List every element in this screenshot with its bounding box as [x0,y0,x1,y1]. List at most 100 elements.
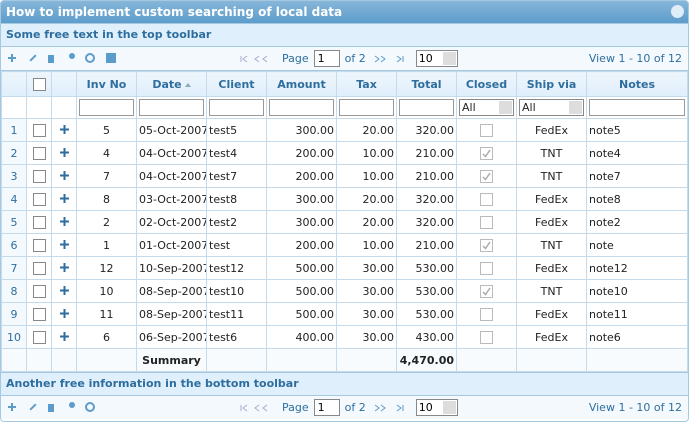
expand-icon[interactable] [59,239,69,249]
pager-prev[interactable] [237,403,277,413]
expand-icon[interactable] [59,216,69,226]
cell [51,118,77,142]
pager-center: Page 1 of 2 10 [237,399,458,416]
data-row[interactable]: 2 4 04-Oct-2007 test4 200.00 10.00 210.00 TNT no… [1,141,688,165]
expand-icon[interactable] [59,331,69,341]
expand-icon[interactable] [59,308,69,318]
data-row[interactable]: 4 8 03-Oct-2007 test8 300.00 20.00 320.00 FedEx… [1,187,688,211]
data-row[interactable]: 8 10 08-Sep-2007 test10 500.00 30.00 530.00 TNT… [1,279,688,303]
filter-cell [266,96,337,119]
cell [51,302,77,326]
row-checkbox[interactable] [32,192,46,206]
filter-cell: All [516,96,587,119]
cell: 430.00 [396,325,457,349]
expand-icon[interactable] [59,193,69,203]
column-header[interactable]: Date [136,71,207,97]
pager-next[interactable] [371,54,411,64]
expand-icon[interactable] [59,285,69,295]
footer-cell [76,348,137,372]
data-row[interactable]: 10 6 06-Sep-2007 test6 400.00 30.00 430.00 FedE… [1,325,688,349]
page-input[interactable]: 1 [313,50,340,67]
footer-cell [456,348,517,372]
column-header-label: Tax [356,77,377,91]
column-header[interactable]: Notes [586,71,688,97]
cell: test2 [206,210,267,234]
filter-cell [136,96,207,119]
column-header[interactable]: Tax [336,71,397,97]
cell: note5 [586,118,688,142]
column-header-label: Total [411,77,442,91]
row-checkbox[interactable] [32,261,46,275]
cell: 1 [76,233,137,257]
filter-row: All All [1,96,688,119]
row-checkbox[interactable] [32,284,46,298]
pager-icons[interactable] [5,52,125,64]
column-header[interactable]: Closed [456,71,517,97]
closed-checkbox [480,284,493,298]
cell: 500.00 [266,302,337,326]
cell [456,279,517,303]
row-checkbox[interactable] [32,330,46,344]
column-header[interactable]: Inv No [76,71,137,97]
cell [456,325,517,349]
cell: FedEx [516,210,587,234]
filter-input[interactable] [589,99,685,116]
column-header[interactable]: Ship via [516,71,587,97]
filter-input[interactable] [209,99,264,116]
data-row[interactable]: 5 2 02-Oct-2007 test2 300.00 20.00 320.00 FedEx… [1,210,688,234]
expand-icon[interactable] [59,170,69,180]
footer-cell [336,348,397,372]
rows-select[interactable]: 10 [415,50,458,67]
cell [26,302,52,326]
cell: FedEx [516,187,587,211]
cell: FedEx [516,118,587,142]
data-row[interactable]: 6 1 01-Oct-2007 test 200.00 10.00 210.00 TNT not… [1,233,688,257]
row-checkbox[interactable] [32,146,46,160]
cell: 04-Oct-2007 [136,164,207,188]
filter-input[interactable] [269,99,334,116]
pager-next[interactable] [371,403,411,413]
expand-icon[interactable] [59,147,69,157]
cell: 08-Sep-2007 [136,302,207,326]
select-all-checkbox[interactable] [32,77,46,91]
rows-select[interactable]: 10 [415,399,458,416]
filter-select[interactable]: All [459,99,514,116]
expand-icon[interactable] [59,124,69,134]
filter-input[interactable] [399,99,454,116]
top-pager: Page 1 of 2 10 View 1 - 10 of 12 [1,47,688,71]
expand-icon[interactable] [59,262,69,272]
row-checkbox[interactable] [32,123,46,137]
row-checkbox[interactable] [32,238,46,252]
cell: FedEx [516,302,587,326]
cell: 200.00 [266,164,337,188]
row-checkbox[interactable] [32,169,46,183]
column-header-label: Closed [465,77,508,91]
column-header[interactable]: Amount [266,71,337,97]
cell: test4 [206,141,267,165]
bottom-pager: Page 1 of 2 10 View 1 - 10 of 12 [1,396,688,419]
column-header-label: Ship via [526,77,577,91]
row-number: 2 [1,141,27,165]
filter-input[interactable] [339,99,394,116]
collapse-button[interactable] [671,5,684,18]
cell: test12 [206,256,267,280]
row-number: 5 [1,210,27,234]
row-checkbox[interactable] [32,215,46,229]
closed-checkbox [480,123,493,137]
pager-icons[interactable] [5,401,125,413]
page-input[interactable]: 1 [313,399,340,416]
data-row[interactable]: 3 7 04-Oct-2007 test7 200.00 10.00 210.00 TNT no… [1,164,688,188]
filter-input[interactable] [139,99,204,116]
pager-prev[interactable] [237,54,277,64]
cell [26,279,52,303]
column-header[interactable]: Client [206,71,267,97]
cell: test5 [206,118,267,142]
row-checkbox[interactable] [32,307,46,321]
data-row[interactable]: 9 11 08-Sep-2007 test11 500.00 30.00 530.00 Fed… [1,302,688,326]
filter-select[interactable]: All [519,99,584,116]
data-row[interactable]: 7 12 10-Sep-2007 test12 500.00 30.00 530.00 Fed… [1,256,688,280]
filter-input[interactable] [79,99,134,116]
column-header[interactable]: Total [396,71,457,97]
cell: 200.00 [266,233,337,257]
data-row[interactable]: 1 5 05-Oct-2007 test5 300.00 20.00 320.00 FedEx… [1,118,688,142]
